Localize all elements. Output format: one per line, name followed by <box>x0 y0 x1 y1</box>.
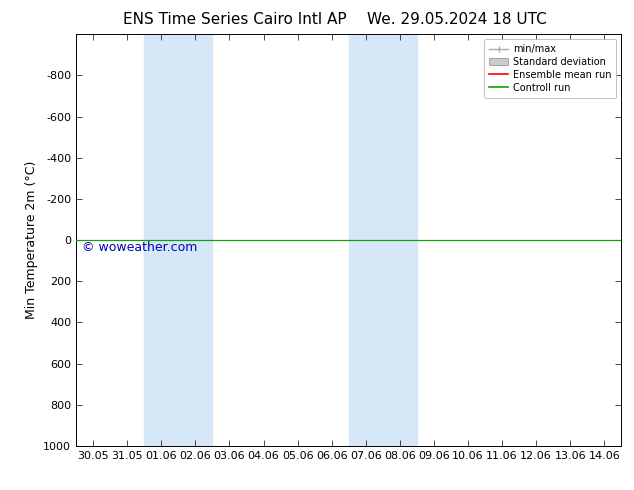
Text: We. 29.05.2024 18 UTC: We. 29.05.2024 18 UTC <box>366 12 547 27</box>
Y-axis label: Min Temperature 2m (°C): Min Temperature 2m (°C) <box>25 161 37 319</box>
Legend: min/max, Standard deviation, Ensemble mean run, Controll run: min/max, Standard deviation, Ensemble me… <box>484 39 616 98</box>
Bar <box>144 34 212 446</box>
Text: © woweather.com: © woweather.com <box>82 242 197 254</box>
Text: ENS Time Series Cairo Intl AP: ENS Time Series Cairo Intl AP <box>123 12 346 27</box>
Bar <box>349 34 417 446</box>
